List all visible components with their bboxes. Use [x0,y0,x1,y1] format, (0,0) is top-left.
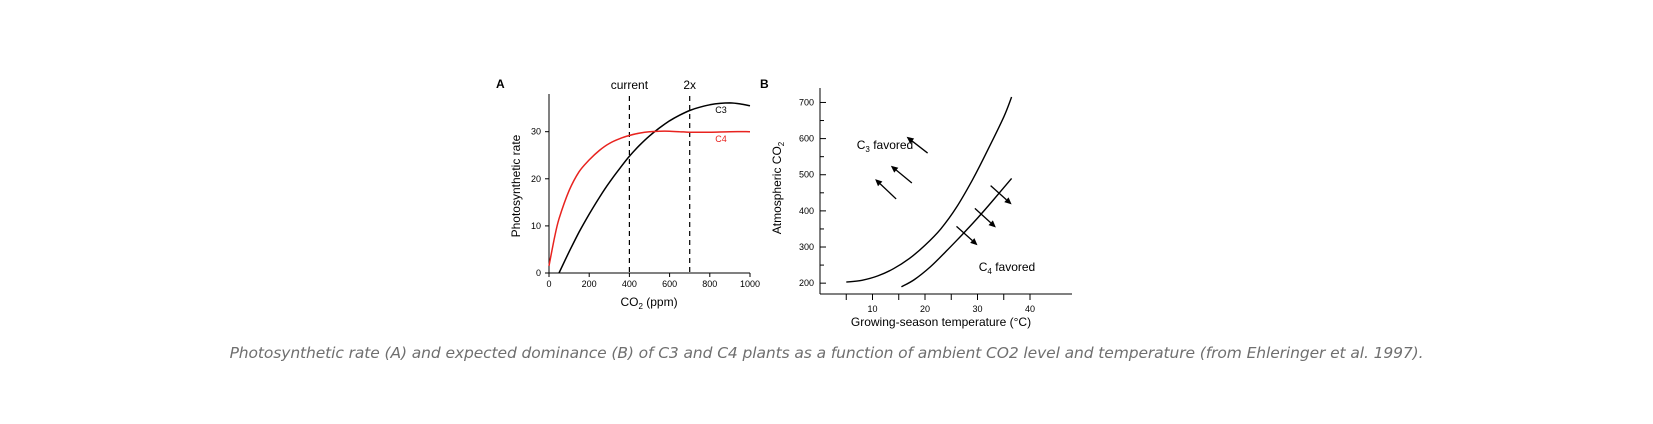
reference-label-2x: 2x [683,78,696,92]
b-y-tick-label: 300 [799,242,814,252]
a-x-tick-label: 600 [662,279,677,289]
b-x-tick-label: 40 [1025,304,1035,314]
series-c3-line [558,102,751,274]
direction-arrow [956,225,978,246]
panel-a-y-axis-label: Photosynthetic rate [509,134,523,237]
panel-a-label: A [496,77,505,91]
a-y-tick-label: 30 [531,127,541,137]
a-x-tick-label: 400 [622,279,637,289]
a-y-tick-label: 0 [536,268,541,278]
c4-favored-label: C4 favored [979,260,1035,276]
series-c4-line [548,130,751,267]
c3-c4-boundary-upper-line [846,96,1013,283]
figure-caption: Photosynthetic rate (A) and expected dom… [229,344,1424,362]
series-c4-label: C4 [715,134,727,144]
c3-c4-boundary-lower-line [901,177,1013,288]
a-y-tick-label: 10 [531,221,541,231]
a-x-tick-label: 800 [702,279,717,289]
panel-b-x-axis-label: Growing-season temperature (°C) [851,315,1031,329]
b-y-tick-label: 600 [799,134,814,144]
panel-b-y-axis-label: Atmospheric CO2 [770,141,786,234]
series-c3-label: C3 [715,105,727,115]
direction-arrow [974,207,996,228]
panel-a: A 0 200 400 600 800 1000 0 10 20 30 current 2x C3… [496,77,760,311]
c3-favored-label: C3 favored [857,138,913,154]
direction-arrow [990,185,1012,205]
direction-arrow [890,165,913,184]
b-y-tick-label: 500 [799,170,814,180]
panel-b: B 10 20 30 40 200 300 400 500 600 700 C3 favored… [760,77,1072,329]
direction-arrow [875,179,897,200]
a-x-tick-label: 200 [582,279,597,289]
b-y-tick-label: 200 [799,278,814,288]
b-x-tick-label: 30 [972,304,982,314]
panel-b-label: B [760,77,769,91]
reference-label-current: current [611,78,649,92]
a-y-tick-label: 20 [531,174,541,184]
b-y-tick-label: 700 [799,97,814,107]
b-y-tick-label: 400 [799,206,814,216]
a-x-tick-label: 0 [546,279,551,289]
direction-arrow [906,136,929,154]
a-x-tick-label: 1000 [740,279,760,289]
b-x-tick-label: 20 [920,304,930,314]
b-x-tick-label: 10 [867,304,877,314]
panel-a-x-axis-label: CO2 (ppm) [620,295,677,311]
